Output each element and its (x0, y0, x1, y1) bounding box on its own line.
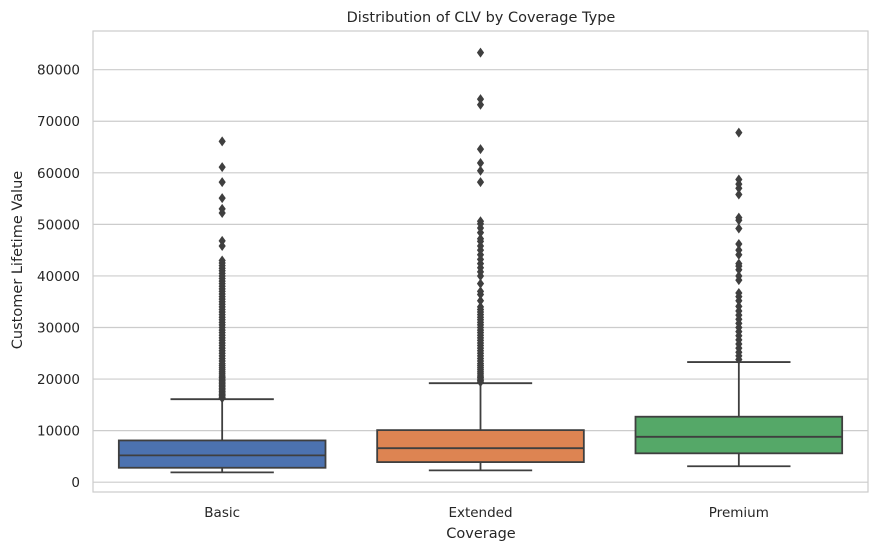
outlier-point (476, 144, 485, 155)
outlier-point (735, 238, 743, 249)
y-tick-label: 10000 (37, 424, 80, 440)
outlier-point (476, 99, 485, 110)
outlier-point (476, 94, 485, 105)
outlier-point (476, 165, 485, 176)
iqr-box (634, 415, 844, 455)
outlier-point (735, 258, 743, 269)
outlier-point (476, 177, 485, 188)
outlier-point (735, 212, 743, 223)
outlier-point (218, 193, 226, 204)
outlier-point (218, 136, 226, 147)
plot-frame (92, 30, 869, 493)
outlier-point (218, 255, 226, 266)
outlier-point (735, 189, 743, 200)
iqr-box (117, 439, 327, 469)
outlier-point (735, 270, 743, 281)
y-tick-label: 70000 (37, 114, 80, 130)
y-tick-labels: 0 10000 20000 30000 40000 50000 60000 70000 8000… (37, 63, 80, 492)
outlier-point (476, 233, 485, 244)
box-group-premium (634, 127, 844, 468)
outlier-point (735, 245, 743, 256)
chart-title: Distribution of CLV by Coverage Type (347, 10, 616, 26)
x-tick-label: Extended (448, 505, 512, 521)
outlier-point (476, 158, 485, 169)
y-tick-label: 60000 (37, 166, 80, 182)
outlier-point (218, 203, 226, 214)
x-axis-label: Coverage (446, 526, 516, 542)
y-tick-label: 30000 (37, 321, 80, 337)
outlier-point (218, 241, 226, 252)
box-groups (117, 47, 844, 474)
outlier-point (218, 177, 226, 188)
y-tick-label: 50000 (37, 217, 80, 233)
box-group-basic (117, 136, 327, 474)
outlier-point (476, 278, 485, 289)
outlier-point (476, 295, 485, 306)
outlier-point (476, 286, 485, 297)
outlier-point (735, 301, 743, 312)
outlier-point (218, 162, 226, 173)
outlier-point (735, 287, 743, 298)
outlier-point (218, 235, 226, 246)
outlier-point (476, 216, 485, 227)
y-tick-label: 80000 (37, 63, 80, 79)
outlier-point (735, 223, 743, 234)
y-tick-label: 0 (71, 475, 80, 491)
iqr-box (376, 429, 585, 463)
outlier-point (735, 174, 743, 185)
outlier-point (476, 47, 485, 58)
y-axis-label: Customer Lifetime Value (10, 171, 26, 349)
box-group-extended (376, 47, 585, 472)
x-tick-label: Premium (709, 505, 769, 521)
y-tick-label: 20000 (37, 372, 80, 388)
y-tick-label: 40000 (37, 269, 80, 285)
outlier-point (476, 301, 485, 312)
x-tick-label: Basic (204, 505, 240, 521)
x-tick-labels: Basic Extended Premium (204, 505, 769, 521)
outlier-point (735, 127, 743, 138)
